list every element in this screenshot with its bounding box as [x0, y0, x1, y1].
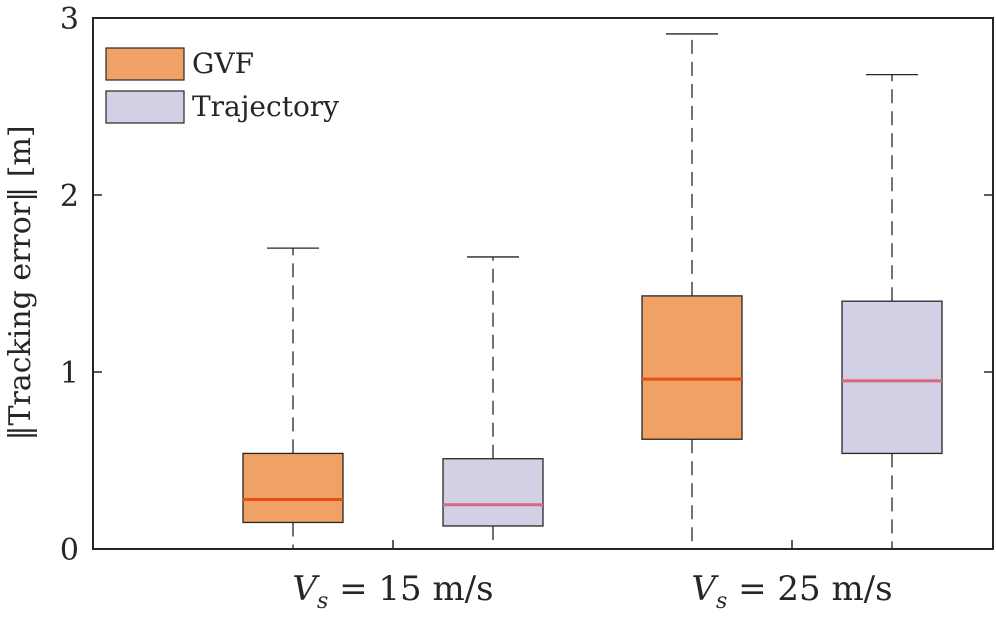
x-group-label: Vs = 15 m/s [292, 569, 493, 614]
legend-label-gvf: GVF [192, 47, 254, 80]
y-axis-title: ‖Tracking error‖ [m] [3, 125, 38, 440]
legend-swatch-gvf [105, 47, 185, 81]
x-group-label: Vs = 25 m/s [691, 569, 892, 614]
x-axis-labels: Vs = 15 m/s Vs = 25 m/s [292, 540, 893, 614]
y-tick-label: 2 [60, 179, 79, 214]
box-trajectory-1 [841, 300, 943, 455]
legend: GVF Trajectory [105, 47, 339, 124]
box-gvf-0 [242, 452, 344, 524]
y-axis: 0 1 2 3 [60, 2, 993, 568]
boxes-layer [242, 33, 943, 549]
legend-swatch-trajectory [105, 90, 185, 124]
box-gvf-1 [641, 295, 743, 440]
y-tick-label: 0 [60, 533, 79, 568]
y-tick-label: 3 [60, 2, 79, 37]
y-tick-label: 1 [60, 356, 79, 391]
box-trajectory-0 [442, 458, 544, 527]
legend-label-trajectory: Trajectory [192, 90, 339, 123]
